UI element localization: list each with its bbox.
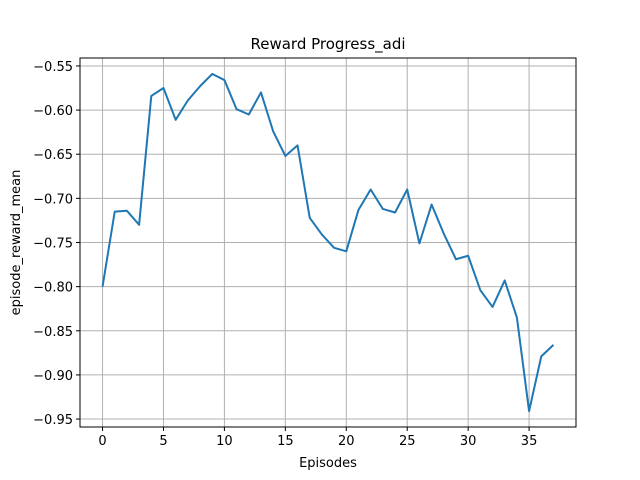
- data-point: [479, 289, 481, 291]
- data-point: [406, 189, 408, 191]
- y-tick-label: −0.60: [33, 104, 73, 119]
- x-tick-label: 20: [338, 434, 355, 449]
- data-point: [199, 85, 201, 87]
- data-point: [223, 79, 225, 81]
- data-point: [187, 99, 189, 101]
- data-point: [552, 344, 554, 346]
- x-tick-label: 0: [98, 434, 106, 449]
- data-point: [333, 247, 335, 249]
- data-point: [260, 91, 262, 93]
- data-point: [211, 73, 213, 75]
- data-point: [126, 210, 128, 212]
- data-point: [370, 189, 372, 191]
- data-point: [345, 250, 347, 252]
- data-point: [114, 211, 116, 213]
- data-point: [504, 279, 506, 281]
- series-layer: [101, 72, 555, 413]
- y-tick-label: −0.75: [33, 237, 73, 252]
- x-tick-label: 10: [216, 434, 233, 449]
- x-tick-label: 5: [159, 434, 167, 449]
- data-point: [528, 410, 530, 412]
- x-axis-label: Episodes: [299, 456, 357, 471]
- chart-title: Reward Progress_adi: [250, 35, 405, 54]
- data-point: [516, 317, 518, 319]
- y-tick-label: −0.65: [33, 148, 73, 163]
- data-point: [443, 233, 445, 235]
- y-tick-label: −0.95: [33, 413, 73, 428]
- x-tick-label: 25: [399, 434, 416, 449]
- y-tick-label: −0.80: [33, 281, 73, 296]
- data-point: [236, 108, 238, 110]
- data-point: [467, 255, 469, 257]
- data-point: [248, 113, 250, 115]
- data-point: [394, 211, 396, 213]
- y-tick-label: −0.85: [33, 325, 73, 340]
- data-point: [540, 355, 542, 357]
- data-point: [138, 224, 140, 226]
- data-point: [162, 87, 164, 89]
- series-line: [101, 72, 555, 413]
- data-point: [431, 204, 433, 206]
- y-axis-label: episode_reward_mean: [9, 170, 24, 316]
- data-point: [321, 234, 323, 236]
- x-tick-label: 35: [521, 434, 538, 449]
- y-tick-label: −0.90: [33, 369, 73, 384]
- data-point: [309, 217, 311, 219]
- data-point: [455, 258, 457, 260]
- data-point: [492, 306, 494, 308]
- data-point: [297, 144, 299, 146]
- data-point: [418, 242, 420, 244]
- data-point: [284, 155, 286, 157]
- data-point: [150, 95, 152, 97]
- x-tick-label: 30: [460, 434, 477, 449]
- ticks: 0 5 10 15 20 25 30 35 −0.95 −0.90 −0.85 −0.80 −0.75 −…: [33, 60, 537, 449]
- data-point: [357, 209, 359, 211]
- x-tick-label: 15: [277, 434, 294, 449]
- y-tick-label: −0.70: [33, 192, 73, 207]
- data-point: [382, 208, 384, 210]
- data-point: [175, 119, 177, 121]
- y-tick-label: −0.55: [33, 60, 73, 75]
- data-point: [102, 286, 104, 288]
- data-point: [272, 130, 274, 132]
